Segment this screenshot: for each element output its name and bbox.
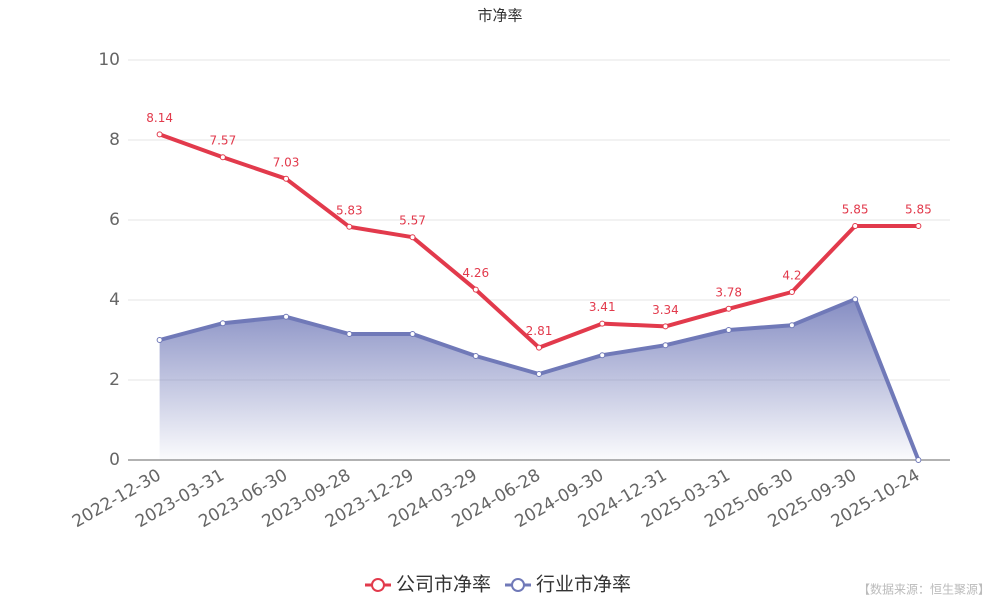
data-label: 8.14 [146, 111, 173, 125]
data-point [283, 175, 290, 182]
source-note: 【数据来源：恒生聚源】 [858, 582, 990, 597]
y-tick-label: 10 [98, 50, 120, 70]
data-label: 7.57 [209, 134, 236, 148]
data-point [409, 331, 416, 337]
data-point [156, 131, 163, 138]
data-label: 4.26 [462, 266, 489, 280]
data-point [915, 457, 922, 463]
data-label: 2.81 [526, 324, 553, 338]
data-point [536, 371, 542, 377]
data-label: 3.34 [652, 303, 679, 317]
data-point [283, 313, 290, 320]
data-point [788, 289, 795, 295]
y-tick-label: 8 [109, 130, 120, 150]
data-point [662, 323, 669, 330]
data-label: 5.57 [399, 214, 426, 228]
y-tick-label: 4 [109, 290, 120, 310]
data-point [662, 342, 669, 349]
series-area [159, 299, 919, 460]
y-tick-label: 2 [109, 370, 120, 390]
legend-label: 公司市净率 [396, 574, 491, 596]
data-point [725, 327, 732, 333]
data-label: 5.83 [336, 203, 363, 217]
data-label: 4.2 [782, 269, 801, 283]
data-point [915, 223, 922, 229]
data-point [599, 352, 606, 359]
data-point [219, 154, 226, 161]
legend-label: 行业市净率 [536, 574, 631, 596]
data-point [156, 337, 163, 343]
data-point [472, 286, 479, 293]
data-point [536, 344, 542, 351]
data-point [725, 305, 732, 312]
data-label: 7.03 [273, 155, 300, 169]
data-label: 3.41 [589, 300, 616, 314]
data-point [346, 331, 353, 337]
data-point [788, 322, 795, 329]
legend: 公司市净率 行业市净率 [365, 574, 631, 596]
data-point [409, 234, 416, 241]
chart-title: 市净率 [477, 7, 522, 25]
data-label: 5.85 [842, 203, 869, 217]
data-point [852, 223, 859, 229]
data-point [346, 223, 353, 230]
data-label: 3.78 [715, 285, 742, 299]
legend-marker [371, 578, 385, 592]
data-point [852, 296, 859, 303]
data-label: 5.85 [905, 203, 932, 217]
legend-marker [511, 578, 525, 592]
y-tick-label: 0 [109, 450, 120, 470]
data-point [472, 353, 479, 359]
y-tick-label: 6 [109, 210, 120, 230]
data-point [599, 320, 606, 327]
data-point [219, 320, 226, 327]
